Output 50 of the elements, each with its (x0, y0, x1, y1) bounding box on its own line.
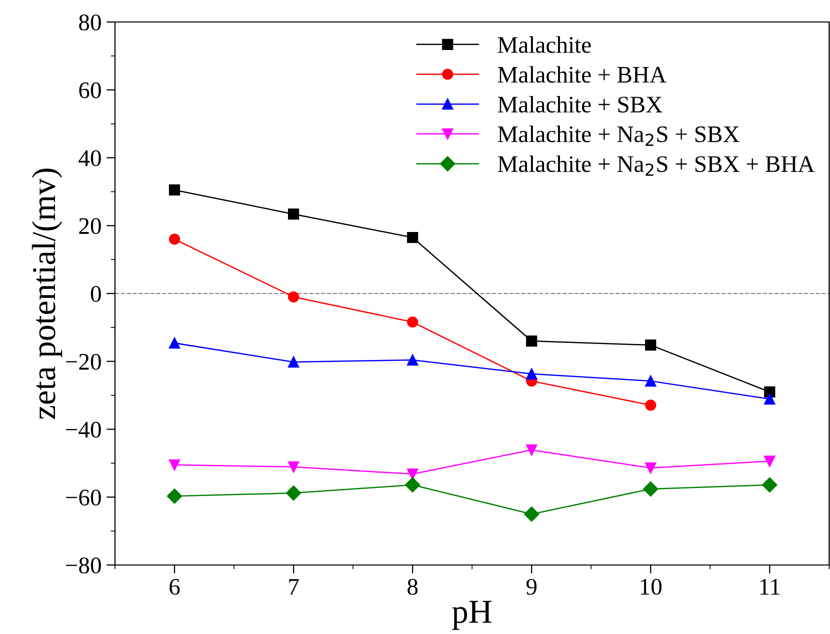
point (288, 208, 300, 220)
x-tick-label: 9 (526, 578, 537, 595)
point (764, 456, 776, 467)
point (407, 316, 418, 328)
legend-label: Malachite (498, 36, 591, 53)
y-tick-label: −20 (66, 354, 101, 370)
y-tick-label: 0 (90, 286, 101, 302)
point (168, 459, 180, 470)
point (286, 485, 302, 501)
point (407, 232, 418, 244)
y-tick-label: −80 (66, 557, 101, 574)
y-tick-label: 40 (78, 150, 101, 166)
y-tick-label: −60 (66, 490, 101, 506)
point (407, 468, 418, 480)
point (168, 337, 180, 349)
point (168, 184, 180, 196)
point (288, 356, 300, 368)
point (526, 335, 538, 347)
point (166, 488, 182, 504)
point (288, 461, 300, 472)
point (168, 234, 180, 245)
legend-label: Malachite + BHA (498, 66, 666, 83)
y-tick-label: 80 (79, 14, 101, 30)
x-tick-label: 8 (408, 578, 418, 595)
y-tick-label: −40 (66, 422, 101, 438)
y-tick-label: 60 (79, 82, 101, 98)
x-tick-label: 11 (760, 578, 780, 595)
legend-label: Malachite + Na$_{2}$S + SBX (498, 126, 740, 146)
point (645, 462, 656, 474)
point (526, 444, 538, 456)
x-tick-label: 7 (289, 579, 299, 595)
point (645, 376, 656, 387)
x-tick-label: 10 (640, 578, 662, 595)
y-axis-title: zeta potential/(mv) (32, 168, 62, 419)
point (405, 477, 420, 492)
x-axis-title: pH (452, 600, 492, 630)
point (288, 291, 300, 302)
point (524, 506, 540, 522)
point (526, 368, 538, 380)
point (645, 340, 656, 351)
y-tick-label: 20 (79, 218, 101, 234)
legend-label: Malachite + SBX (498, 96, 662, 113)
point (643, 481, 658, 497)
point (762, 477, 778, 492)
x-tick-label: 6 (170, 578, 180, 595)
point (645, 400, 656, 411)
legend-label: Malachite + Na$_{2}$S + SBX + BHA (498, 155, 815, 176)
point (764, 393, 776, 405)
point (407, 354, 418, 366)
point (764, 386, 776, 398)
